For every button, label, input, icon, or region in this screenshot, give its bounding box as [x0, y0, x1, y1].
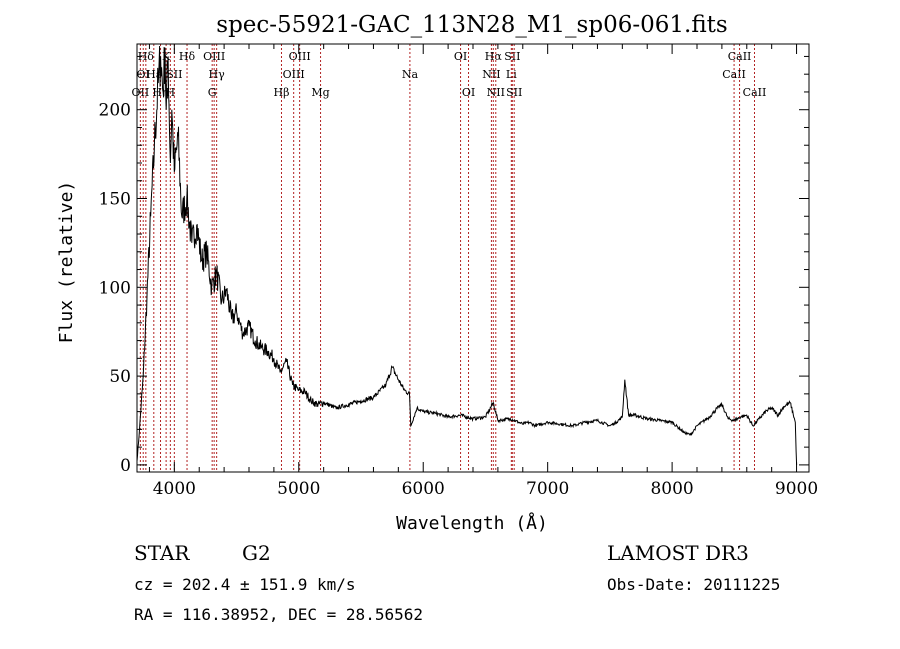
x-tick-label: 6000 [402, 479, 445, 499]
y-tick-label: 150 [99, 190, 131, 210]
line-label-SII-c: SII [506, 86, 522, 99]
line-label-NII-a: NII [482, 68, 500, 81]
survey-name: LAMOST DR3 [607, 541, 749, 565]
y-tick-label: 100 [99, 278, 131, 298]
line-label-OIII-a: OIII [203, 50, 225, 63]
plot-frame [136, 43, 810, 473]
tick-layer: 4000 5000 6000 7000 8000 9000 0 50 100 150 200 [99, 44, 818, 499]
line-label-Mg: Mg [311, 86, 329, 99]
line-label-Li: Li [506, 68, 517, 81]
line-label-G: G [208, 86, 217, 99]
x-tick-label: 5000 [277, 479, 320, 499]
line-label-OI: OI [137, 68, 150, 81]
line-label-SII-a: SII [166, 68, 182, 81]
y-tick-label: 0 [120, 456, 131, 476]
axes [136, 43, 810, 473]
line-label-Halpha: Hα [485, 50, 503, 63]
line-label-Hgamma: Hγ [209, 68, 226, 81]
object-subclass: G2 [242, 541, 271, 565]
y-axis-label: Flux (relative) [56, 181, 77, 344]
obs-date: Obs-Date: 20111225 [607, 575, 780, 594]
redshift-text: cz = 202.4 ± 151.9 km/s [134, 575, 356, 594]
line-label-OII: OII [132, 86, 150, 99]
y-tick-label: 50 [109, 367, 131, 387]
line-label-CaH: H [166, 86, 176, 99]
line-label-OIII-b: OIII [283, 68, 305, 81]
line-label-Hdelta: Hδ [179, 50, 196, 63]
line-label-CaII-b: CaII [728, 50, 752, 63]
chart-title: spec-55921-GAC_113N28_M1_sp06-061.fits [216, 12, 727, 38]
x-tick-label: 7000 [526, 479, 569, 499]
x-tick-label: 4000 [153, 479, 196, 499]
series-layer [136, 45, 798, 465]
y-tick-label: 200 [99, 101, 131, 121]
line-label-OIII-c: OIII [289, 50, 311, 63]
line-label-Hbeta: Hβ [274, 86, 290, 99]
x-tick-label: 8000 [650, 479, 693, 499]
line-label-CaK: K [162, 50, 171, 63]
line-label-CaII-c: CaII [743, 86, 767, 99]
line-label-Heta: Hη [152, 86, 168, 99]
line-label-CaII-a: CaII [722, 68, 746, 81]
line-label-Na: Na [402, 68, 419, 81]
line-label-Hdelta-a: Hδ [138, 50, 155, 63]
series-spectrum [136, 45, 798, 465]
x-tick-label: 9000 [775, 479, 818, 499]
coordinates: RA = 116.38952, DEC = 28.56562 [134, 605, 423, 624]
object-class: STAR [134, 541, 190, 565]
line-label-OI-b: OI [462, 86, 475, 99]
line-label-SII-b: SII [504, 50, 520, 63]
line-label-OI-a: OI [454, 50, 467, 63]
x-axis-label: Wavelength (Å) [396, 512, 548, 534]
line-label-NII-b: NII [487, 86, 505, 99]
